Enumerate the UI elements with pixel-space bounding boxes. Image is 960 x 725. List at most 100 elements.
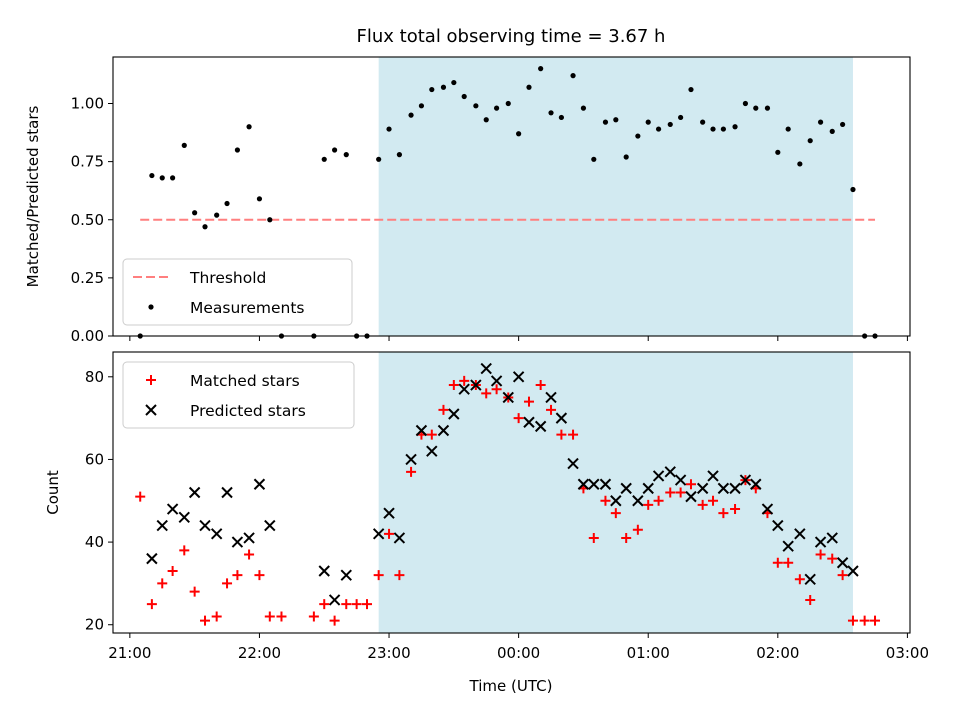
matched-point xyxy=(685,479,696,490)
measurement-point xyxy=(720,126,726,132)
measurement-point xyxy=(321,156,327,162)
ratio-panel: 0.00 0.25 0.50 0.75 1.00 Matched/Predicted st… xyxy=(24,56,911,345)
measurement-point xyxy=(267,217,273,223)
measurement-point xyxy=(591,156,597,162)
count-observing-span xyxy=(378,352,853,633)
measurement-point xyxy=(678,114,684,121)
predicted-point xyxy=(458,383,470,395)
measurement-point xyxy=(807,138,813,144)
predicted-point xyxy=(610,495,622,507)
measurement-point xyxy=(764,105,771,111)
matched-point xyxy=(373,570,384,581)
measurement-point xyxy=(742,100,749,107)
legend-label: Measurements xyxy=(190,299,305,317)
predicted-point xyxy=(328,594,341,606)
predicted-point xyxy=(146,552,158,565)
count-series-matched-stars xyxy=(135,375,881,626)
measurement-point xyxy=(246,124,252,130)
measurement-point xyxy=(451,79,457,86)
count-panel: 20 40 60 80 21:00 22:00 23:00 00:00 01:00 02:00 03… xyxy=(44,351,929,662)
predicted-point xyxy=(470,379,482,391)
measurement-point xyxy=(214,212,220,218)
measurement-point xyxy=(493,105,500,111)
ratio-y-axis-label: Matched/Predicted stars xyxy=(24,106,42,288)
matched-point xyxy=(523,396,534,407)
matched-point xyxy=(815,549,826,560)
count-y-tick-label: 60 xyxy=(85,450,104,468)
matched-point xyxy=(665,487,676,498)
matched-point xyxy=(167,566,178,577)
predicted-point xyxy=(696,482,709,495)
predicted-point xyxy=(253,478,266,490)
predicted-point xyxy=(804,573,816,585)
predicted-point xyxy=(599,478,612,490)
predicted-point xyxy=(405,453,417,466)
measurement-point xyxy=(645,119,651,125)
measurement-point xyxy=(602,119,609,125)
predicted-point xyxy=(652,470,665,482)
predicted-point xyxy=(523,416,535,428)
matched-point xyxy=(610,508,621,519)
measurement-point xyxy=(440,84,447,90)
measurement-point xyxy=(418,103,425,109)
matched-point xyxy=(783,557,794,568)
measurement-point xyxy=(635,133,641,139)
count-y-tick-label: 40 xyxy=(85,533,104,551)
matched-point xyxy=(535,380,546,391)
predicted-point xyxy=(534,420,547,433)
measurement-point xyxy=(710,126,716,132)
matched-point xyxy=(254,570,265,581)
predicted-point xyxy=(794,528,806,540)
matched-point xyxy=(244,549,255,560)
measurement-point xyxy=(159,175,165,181)
predicted-point xyxy=(750,478,762,490)
predicted-point xyxy=(199,519,211,532)
matched-point xyxy=(827,553,838,564)
matched-point xyxy=(556,429,567,440)
legend-measurement-swatch xyxy=(148,304,154,310)
measurement-point xyxy=(785,126,791,132)
matched-point xyxy=(211,611,222,622)
measurement-point xyxy=(192,210,198,216)
measurement-point xyxy=(149,172,155,179)
matched-point xyxy=(697,499,708,510)
measurement-point xyxy=(688,86,694,93)
predicted-point xyxy=(772,519,784,532)
legend-box xyxy=(122,258,353,326)
ratio-y-tick-label: 0.25 xyxy=(71,269,104,287)
predicted-point xyxy=(729,482,741,495)
predicted-point xyxy=(642,482,654,495)
measurement-point xyxy=(558,114,564,121)
matched-point xyxy=(632,524,643,535)
matched-point xyxy=(794,574,805,585)
predicted-point xyxy=(814,536,827,548)
legend-box xyxy=(122,361,355,429)
ratio-y-tick-label: 1.00 xyxy=(71,95,104,113)
predicted-point xyxy=(480,362,492,375)
predicted-point xyxy=(761,503,774,515)
matched-point xyxy=(847,615,858,626)
measurement-point xyxy=(667,121,673,128)
count-legend: Matched stars Predicted stars xyxy=(122,361,355,429)
ratio-y-tick-label: 0.50 xyxy=(71,211,104,229)
ratio-observing-span xyxy=(378,57,853,336)
predicted-point xyxy=(620,482,632,495)
predicted-point xyxy=(490,375,503,387)
predicted-point xyxy=(685,490,697,503)
measurement-point xyxy=(429,86,435,93)
x-tick-label: 02:00 xyxy=(756,644,799,662)
predicted-point xyxy=(166,503,179,515)
predicted-point xyxy=(178,511,190,524)
measurement-point xyxy=(386,126,392,132)
measurement-point xyxy=(461,93,467,100)
predicted-point xyxy=(717,482,730,495)
matched-point xyxy=(546,404,557,415)
matched-point xyxy=(718,508,729,519)
measurement-point xyxy=(408,112,414,118)
matched-point xyxy=(276,611,287,622)
predicted-point xyxy=(512,371,525,383)
predicted-point xyxy=(588,478,600,490)
measurement-point xyxy=(202,224,208,230)
